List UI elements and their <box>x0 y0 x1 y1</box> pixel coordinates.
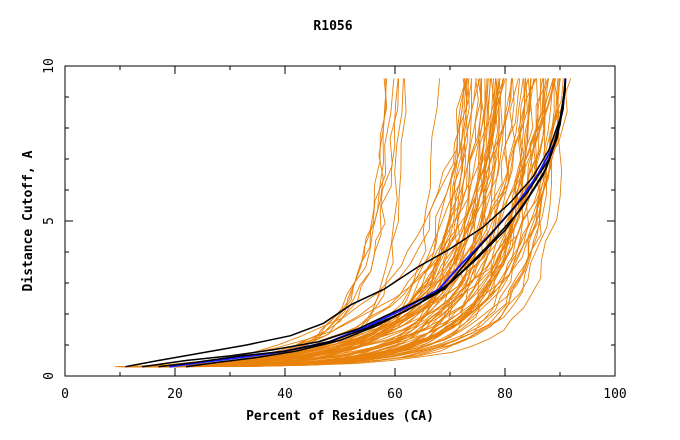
model-curve <box>136 78 387 368</box>
model-curve <box>137 78 395 368</box>
chart-title: R1056 <box>313 19 352 34</box>
blue-series-line <box>169 78 567 368</box>
model-curve <box>127 78 485 368</box>
model-curve <box>141 78 537 368</box>
axes: 0 20 40 60 80 100 0 5 10 <box>42 58 627 402</box>
x-tick-label: 40 <box>277 387 293 402</box>
plot-frame <box>64 65 616 377</box>
x-tick-label: 0 <box>61 387 69 402</box>
model-curve <box>132 78 407 368</box>
model-curve <box>135 78 400 368</box>
model-curve <box>161 78 491 368</box>
model-curve <box>125 78 473 368</box>
model-curve <box>123 78 564 368</box>
model-curve <box>146 78 470 368</box>
model-curve <box>142 78 561 368</box>
model-curve <box>140 78 482 368</box>
model-curve <box>134 78 404 368</box>
x-tick-label: 60 <box>387 387 403 402</box>
x-axis-label: Percent of Residues (CA) <box>246 409 434 424</box>
y-axis-label: Distance Cutoff, A <box>21 150 36 291</box>
model-curve <box>131 78 539 368</box>
y-tick-label: 10 <box>42 58 57 74</box>
model-curve <box>142 78 482 368</box>
black-series-line <box>125 84 567 368</box>
model-curve <box>135 78 468 368</box>
x-tick-label: 100 <box>603 387 626 402</box>
highlighted-curves <box>125 78 567 368</box>
model-curve <box>146 78 529 368</box>
x-tick-label: 80 <box>497 387 513 402</box>
model-curve <box>126 78 468 368</box>
model-curve <box>123 78 521 368</box>
model-curve <box>140 78 524 368</box>
black-series-line <box>141 87 567 368</box>
model-curve <box>148 78 534 368</box>
model-curve <box>143 78 399 368</box>
model-curve <box>132 78 568 368</box>
model-curve <box>159 78 468 368</box>
y-tick-label: 5 <box>42 217 57 225</box>
black-series-line <box>185 78 567 368</box>
model-curve <box>143 78 543 368</box>
model-curve <box>147 78 467 368</box>
model-curve <box>157 78 488 368</box>
x-tick-label: 20 <box>167 387 183 402</box>
model-curves <box>114 78 572 368</box>
y-tick-label: 0 <box>42 372 57 380</box>
model-curve <box>155 78 388 368</box>
model-curve <box>133 78 561 368</box>
model-curve <box>149 78 501 368</box>
